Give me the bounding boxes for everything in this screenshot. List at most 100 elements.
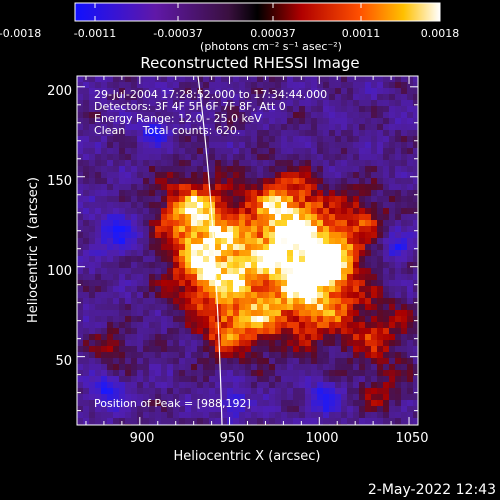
flux-pixel (137, 148, 144, 155)
flux-pixel (287, 262, 294, 269)
flux-pixel (287, 100, 294, 107)
flux-pixel (125, 82, 132, 89)
flux-pixel (131, 298, 138, 305)
flux-pixel (209, 178, 216, 185)
flux-pixel (107, 364, 114, 371)
flux-pixel (371, 364, 378, 371)
flux-pixel (257, 406, 264, 413)
flux-pixel (149, 358, 156, 365)
flux-pixel (203, 106, 210, 113)
flux-pixel (227, 220, 234, 227)
flux-pixel (239, 208, 246, 215)
flux-pixel (101, 388, 108, 395)
flux-pixel (203, 418, 210, 425)
flux-pixel (329, 310, 336, 317)
flux-pixel (191, 130, 198, 137)
flux-pixel (311, 208, 318, 215)
flux-pixel (281, 160, 288, 167)
flux-pixel (299, 334, 306, 341)
flux-pixel (371, 160, 378, 167)
flux-pixel (383, 322, 390, 329)
flux-pixel (257, 136, 264, 143)
flux-pixel (311, 226, 318, 233)
flux-pixel (263, 334, 270, 341)
flux-pixel (191, 208, 198, 215)
flux-pixel (287, 250, 294, 257)
flux-pixel (179, 394, 186, 401)
flux-pixel (197, 286, 204, 293)
flux-pixel (299, 136, 306, 143)
flux-pixel (293, 178, 300, 185)
flux-pixel (89, 304, 96, 311)
flux-pixel (269, 148, 276, 155)
flux-pixel (323, 124, 330, 131)
flux-pixel (245, 316, 252, 323)
flux-pixel (383, 310, 390, 317)
flux-pixel (281, 166, 288, 173)
flux-pixel (335, 310, 342, 317)
flux-pixel (185, 214, 192, 221)
flux-pixel (191, 280, 198, 287)
flux-pixel (389, 136, 396, 143)
flux-pixel (371, 202, 378, 209)
flux-pixel (407, 226, 414, 233)
flux-pixel (293, 202, 300, 209)
flux-pixel (161, 268, 168, 275)
flux-pixel (77, 364, 84, 371)
flux-pixel (203, 334, 210, 341)
flux-pixel (155, 262, 162, 269)
flux-pixel (317, 100, 324, 107)
flux-pixel (305, 178, 312, 185)
flux-pixel (149, 232, 156, 239)
flux-pixel (125, 178, 132, 185)
flux-pixel (353, 334, 360, 341)
flux-pixel (257, 400, 264, 407)
flux-pixel (371, 220, 378, 227)
flux-pixel (383, 292, 390, 299)
flux-pixel (251, 310, 258, 317)
flux-pixel (395, 280, 402, 287)
flux-pixel (167, 166, 174, 173)
flux-pixel (167, 184, 174, 191)
flux-pixel (143, 406, 150, 413)
flux-pixel (143, 232, 150, 239)
flux-pixel (323, 322, 330, 329)
flux-pixel (413, 418, 418, 425)
flux-pixel (95, 316, 102, 323)
flux-pixel (341, 292, 348, 299)
flux-pixel (413, 130, 418, 137)
flux-pixel (179, 232, 186, 239)
flux-pixel (257, 178, 264, 185)
flux-pixel (119, 388, 126, 395)
flux-pixel (305, 388, 312, 395)
flux-pixel (185, 304, 192, 311)
flux-pixel (263, 244, 270, 251)
flux-pixel (173, 202, 180, 209)
flux-pixel (323, 412, 330, 419)
flux-pixel (377, 220, 384, 227)
flux-pixel (353, 400, 360, 407)
flux-pixel (185, 124, 192, 131)
flux-pixel (239, 400, 246, 407)
flux-pixel (353, 100, 360, 107)
flux-pixel (125, 316, 132, 323)
flux-pixel (173, 370, 180, 377)
flux-pixel (113, 322, 120, 329)
flux-pixel (167, 334, 174, 341)
flux-pixel (347, 214, 354, 221)
flux-pixel (269, 118, 276, 125)
flux-pixel (359, 178, 366, 185)
flux-pixel (299, 160, 306, 167)
flux-pixel (251, 208, 258, 215)
flux-pixel (209, 238, 216, 245)
flux-pixel (149, 88, 156, 95)
flux-pixel (371, 388, 378, 395)
flux-pixel (359, 340, 366, 347)
flux-pixel (347, 232, 354, 239)
flux-pixel (113, 376, 120, 383)
flux-pixel (371, 244, 378, 251)
flux-pixel (371, 310, 378, 317)
flux-pixel (137, 394, 144, 401)
flux-pixel (401, 76, 408, 83)
flux-pixel (191, 418, 198, 425)
